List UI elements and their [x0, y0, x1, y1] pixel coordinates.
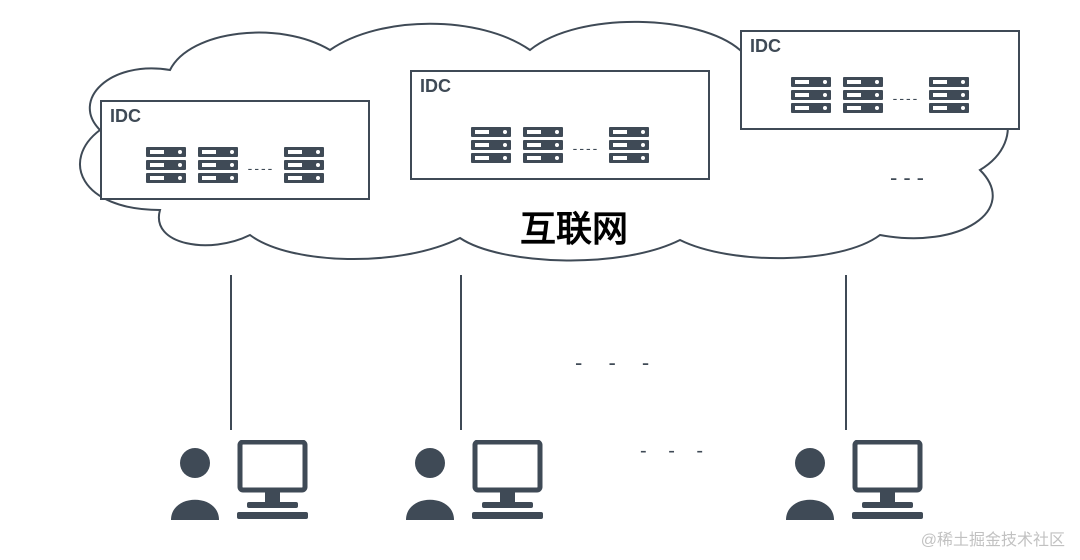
user-ellipsis: - - - [640, 440, 711, 483]
idc-servers: ---- [102, 145, 368, 190]
computer-icon [235, 440, 310, 525]
cloud-label: 互联网 [520, 200, 628, 252]
idc-servers: ---- [742, 75, 1018, 120]
user-group-1 [165, 440, 310, 525]
diagram-canvas: IDC ---- [0, 0, 1080, 560]
server-icon [144, 145, 188, 190]
server-icon [927, 75, 971, 120]
ellipsis: ---- [248, 160, 275, 176]
connection-line [230, 275, 232, 430]
user-group-2 [400, 440, 545, 525]
server-icon [282, 145, 326, 190]
user-icon [165, 445, 225, 525]
idc-label: IDC [420, 76, 451, 97]
idc-label: IDC [750, 36, 781, 57]
user-icon [400, 445, 460, 525]
user-group-3 [780, 440, 925, 525]
ellipsis: ---- [573, 140, 600, 156]
connection-line [460, 275, 462, 430]
user-icon [780, 445, 840, 525]
idc-box-3: IDC ---- [740, 30, 1020, 130]
server-icon [196, 145, 240, 190]
connection-ellipsis: - - - [575, 350, 659, 376]
server-icon [841, 75, 885, 120]
computer-icon [470, 440, 545, 525]
idc-box-2: IDC ---- [410, 70, 710, 180]
computer-icon [850, 440, 925, 525]
watermark-text: @稀土掘金技术社区 [921, 526, 1065, 550]
server-icon [469, 125, 513, 170]
connection-line [845, 275, 847, 430]
idc-label: IDC [110, 106, 141, 127]
user-ellipsis-group: - - - [640, 440, 711, 483]
idc-servers: ---- [412, 125, 708, 170]
server-icon [607, 125, 651, 170]
ellipsis: ---- [893, 90, 920, 106]
server-icon [521, 125, 565, 170]
idc-box-1: IDC ---- [100, 100, 370, 200]
server-icon [789, 75, 833, 120]
idc-more-ellipsis: --- [890, 165, 930, 191]
